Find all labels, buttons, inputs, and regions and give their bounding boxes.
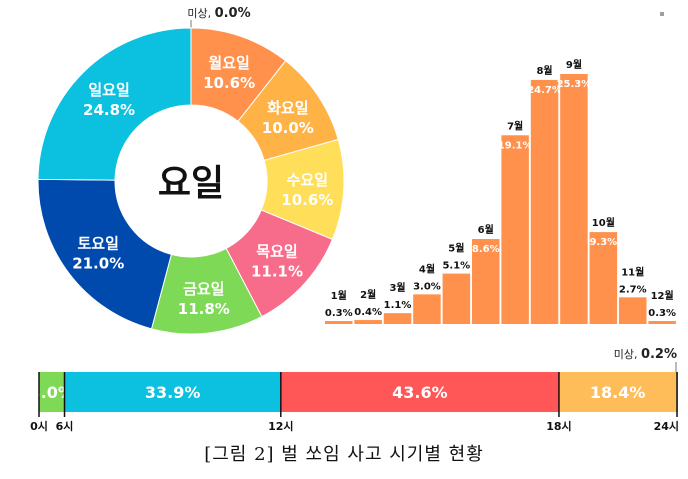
month-label: 12월 [651,290,674,302]
month-bar [501,135,529,324]
month-value: 1.1% [384,300,412,311]
slice-value: 21.0% [72,254,124,272]
month-bar [619,297,647,324]
hourly-stacked-bar: 4.0% 33.9% 43.6% 18.4% 미상, 0.2% 0시 6시 12시 18시 24시 [30,347,679,433]
month-value: 3.0% [413,281,441,292]
month-bar [472,239,500,324]
hour-segment-value: 4.0% [30,383,74,402]
slice-label: 수요일 [287,171,328,189]
slice-value: 10.6% [281,191,333,209]
hour-tick-label: 24시 [654,420,679,433]
slice-value: 10.6% [203,74,255,92]
hour-tick-label: 0시 [30,420,48,433]
weekday-donut-chart: 미상, 0.0% 월요일 10.6% 화요일 10.0% 수요일 10.6% 목요일 11.1%… [37,6,345,335]
hour-segment [64,372,281,412]
zero-slice-value: 0.0% [215,6,251,21]
zero-slice-name: 미상, [187,7,214,20]
hour-tick-label: 12시 [268,420,293,433]
month-value: 0.3% [325,308,353,319]
month-label: 11월 [621,266,644,278]
month-label: 4월 [419,263,435,275]
hour-segment [280,372,559,412]
corner-mark [660,12,664,16]
slice-value: 10.0% [262,119,314,137]
slice-label: 토요일 [78,234,119,252]
hour-segment-value: 33.9% [145,383,201,402]
month-value: 0.3% [648,308,676,319]
unknown-hour-value: 0.2% [641,347,677,362]
donut-slice [37,27,192,181]
hour-segment [39,372,65,412]
donut-slice [37,178,172,330]
month-value: 8.6% [472,244,500,255]
slice-label: 금요일 [183,280,224,298]
month-label: 9월 [566,59,582,71]
slice-label: 목요일 [256,243,297,261]
hour-segment [558,372,677,412]
unknown-hour-name: 미상, [614,348,641,361]
month-value: 2.7% [619,284,647,295]
month-bar [325,321,353,324]
slice-label: 화요일 [267,99,308,117]
month-label: 2월 [360,289,376,301]
month-label: 6월 [478,224,494,236]
unknown-hour-label: 미상, 0.2% [614,347,677,362]
monthly-bar-chart: 1월 0.3% 2월 0.4% 3월 1.1% 4월 3.0% 5월 5.1% 6월 8.6% 7월 19… [325,59,676,324]
month-bar [589,232,618,324]
donut-center-title: 요일 [158,163,224,204]
month-bar [530,79,559,324]
month-bar [383,313,412,324]
month-label: 10월 [592,217,615,229]
month-value: 5.1% [442,261,470,272]
zero-slice-label: 미상, 0.0% [187,6,250,21]
slice-value: 11.8% [178,300,230,318]
month-bar [442,273,471,324]
month-value: 24.7% [527,85,562,96]
month-bar [560,74,588,324]
slice-label: 일요일 [88,81,129,99]
month-value: 25.3% [557,79,592,90]
hour-tick-label: 6시 [56,420,74,433]
slice-value: 11.1% [251,263,303,281]
month-value: 19.1% [498,140,533,151]
month-label: 8월 [536,65,552,77]
month-label: 7월 [507,120,523,132]
slice-label: 월요일 [208,54,249,72]
slice-value: 24.8% [83,101,135,119]
figure-caption: [그림 2] 벌 쏘임 사고 시기별 현황 [204,444,484,465]
hour-segment-value: 43.6% [392,383,448,402]
hour-tick-label: 18시 [546,420,571,433]
month-bar [648,321,676,324]
month-label: 1월 [331,290,347,302]
month-value: 9.3% [589,237,617,248]
month-bar [413,294,441,324]
month-value: 0.4% [354,307,382,318]
month-label: 3월 [389,282,405,294]
month-label: 5월 [448,243,464,255]
month-bar [354,320,382,324]
hour-segment-value: 18.4% [590,383,646,402]
